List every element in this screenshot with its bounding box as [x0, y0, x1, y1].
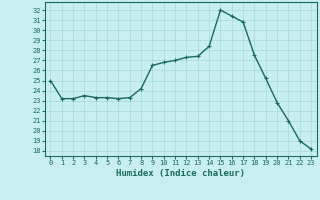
X-axis label: Humidex (Indice chaleur): Humidex (Indice chaleur): [116, 169, 245, 178]
